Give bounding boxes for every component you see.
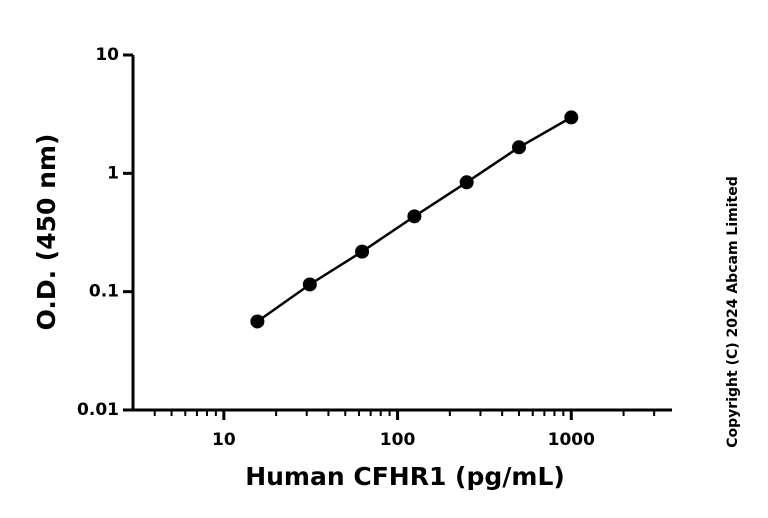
y-axis-label: O.D. (450 nm)	[32, 134, 61, 331]
data-point	[407, 209, 422, 224]
data-point	[355, 244, 370, 259]
x-tick-label: 1000	[548, 430, 595, 450]
x-tick-label: 100	[380, 430, 416, 450]
data-point	[459, 175, 474, 190]
data-point	[250, 314, 265, 329]
x-axis-label: Human CFHR1 (pg/mL)	[245, 462, 565, 491]
x-tick-label: 10	[212, 430, 236, 450]
data-point	[302, 277, 317, 292]
y-tick-label: 1	[107, 163, 119, 183]
y-tick-label: 10	[95, 45, 119, 65]
copyright: Copyright (C) 2024 Abcam Limited	[725, 176, 741, 447]
data-point	[564, 110, 579, 125]
y-tick-label: 0.01	[77, 400, 119, 420]
data-point	[511, 140, 526, 155]
y-tick-label: 0.1	[89, 282, 119, 302]
